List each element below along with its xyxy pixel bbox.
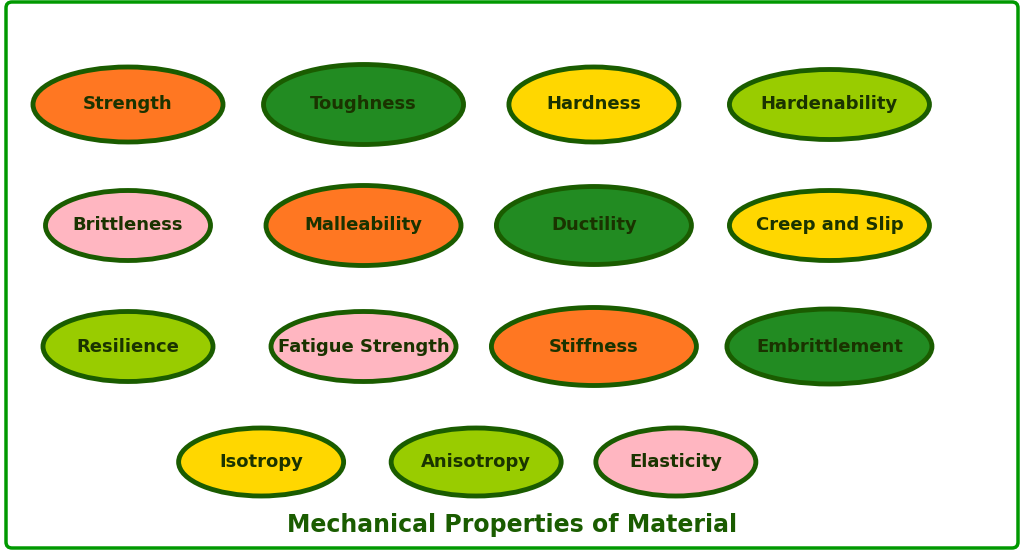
Text: Embrittlement: Embrittlement: [756, 338, 903, 355]
Text: Anisotropy: Anisotropy: [421, 453, 531, 471]
Ellipse shape: [33, 67, 223, 142]
Text: Toughness: Toughness: [310, 96, 417, 113]
Text: Resilience: Resilience: [77, 338, 179, 355]
Text: Stiffness: Stiffness: [549, 338, 639, 355]
Ellipse shape: [727, 309, 932, 384]
Ellipse shape: [263, 64, 464, 145]
Text: Elasticity: Elasticity: [630, 453, 722, 471]
Ellipse shape: [178, 428, 344, 496]
Ellipse shape: [45, 190, 211, 261]
Text: Hardness: Hardness: [547, 96, 641, 113]
Text: Malleability: Malleability: [304, 217, 423, 234]
Ellipse shape: [596, 428, 756, 496]
Text: Hardenability: Hardenability: [761, 96, 898, 113]
Ellipse shape: [497, 186, 691, 265]
Text: Ductility: Ductility: [551, 217, 637, 234]
Text: Creep and Slip: Creep and Slip: [756, 217, 903, 234]
Ellipse shape: [266, 185, 461, 266]
Text: Fatigue Strength: Fatigue Strength: [278, 338, 450, 355]
Text: Mechanical Properties of Material: Mechanical Properties of Material: [287, 513, 737, 537]
Ellipse shape: [271, 311, 456, 382]
Ellipse shape: [729, 190, 930, 261]
FancyBboxPatch shape: [6, 2, 1018, 548]
Text: Isotropy: Isotropy: [219, 453, 303, 471]
Ellipse shape: [509, 67, 679, 142]
Text: Brittleness: Brittleness: [73, 217, 183, 234]
Ellipse shape: [492, 307, 696, 386]
Ellipse shape: [729, 69, 930, 140]
Ellipse shape: [43, 311, 213, 382]
Ellipse shape: [391, 428, 561, 496]
Text: Strength: Strength: [83, 96, 173, 113]
